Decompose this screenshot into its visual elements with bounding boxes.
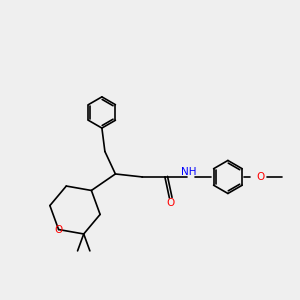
Text: O: O (167, 198, 175, 208)
Text: NH: NH (181, 167, 196, 178)
Text: O: O (257, 172, 265, 182)
Text: O: O (55, 224, 63, 235)
